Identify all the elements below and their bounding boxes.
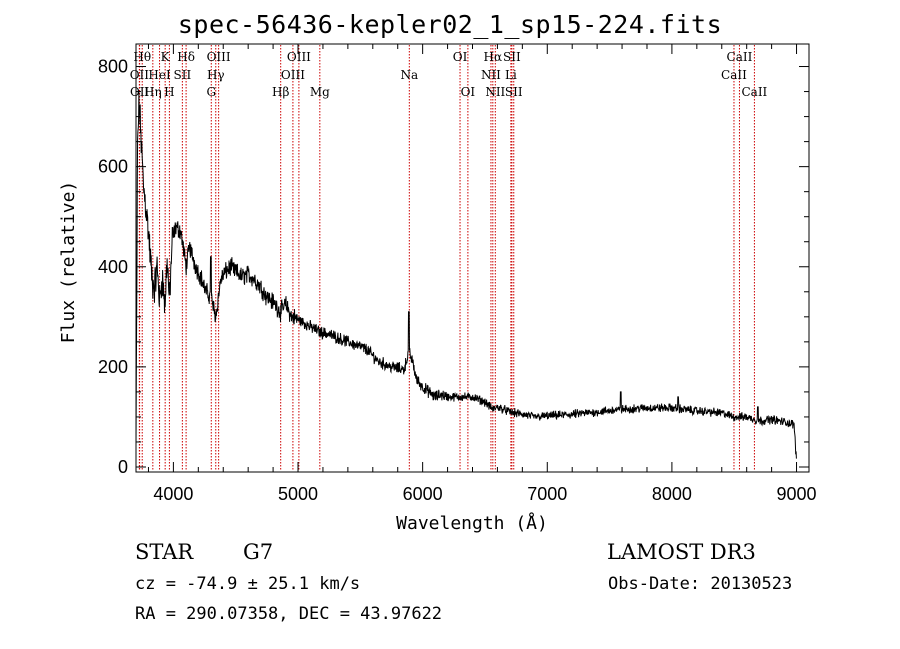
spectral-line-label: CaII: [727, 50, 753, 64]
spectral-line-label: CaII: [721, 68, 747, 82]
x-tick-label: 9000: [777, 484, 817, 504]
y-axis-label: Flux (relative): [58, 181, 79, 344]
spectral-line-label: OII: [130, 68, 150, 82]
spectral-line-label: Li: [505, 68, 517, 82]
spectral-line-label: Hγ: [207, 68, 225, 82]
spectral-line-label: Hη: [144, 85, 162, 99]
spectral-line-label: SII: [505, 85, 523, 99]
x-tick-label: 6000: [403, 484, 443, 504]
spectral-line-label: NII: [481, 68, 501, 82]
spectral-line-label: SII: [174, 68, 192, 82]
coordinates: RA = 290.07358, DEC = 43.97622: [135, 604, 443, 624]
spectral-line-label: OI: [461, 85, 476, 99]
y-tick-label: 800: [98, 57, 128, 77]
x-axis-label: Wavelength (Å): [396, 512, 548, 534]
y-tick-label: 600: [98, 157, 128, 177]
spectral-line-label: OIII: [281, 68, 305, 82]
observation-date: Obs-Date: 20130523: [608, 574, 793, 594]
spectral-line-label: OIII: [287, 50, 311, 64]
spectral-line-label: NII: [485, 85, 505, 99]
spectral-line-markers: [138, 45, 755, 471]
spectral-line-label: H: [164, 85, 174, 99]
spectral-line-label: Hθ: [133, 50, 151, 64]
plot-frame: [135, 43, 810, 473]
survey-name: LAMOST DR3: [607, 540, 756, 564]
spectral-line-label: OI: [453, 50, 468, 64]
x-axis-ticks: 4000 5000 6000 7000 8000 9000: [147, 44, 817, 504]
x-tick-label: 4000: [153, 484, 193, 504]
y-tick-label: 200: [98, 357, 128, 377]
spectral-line-label: OIII: [207, 50, 231, 64]
x-tick-label: 5000: [278, 484, 318, 504]
object-class: STAR: [135, 540, 194, 564]
spectral-line-label: Na: [400, 68, 418, 82]
spectral-line-label: Hβ: [272, 85, 289, 99]
spectral-line-label: SII: [503, 50, 521, 64]
spectral-line-label: Hδ: [177, 50, 195, 64]
x-tick-label: 7000: [527, 484, 567, 504]
spectral-line-label: Hα: [484, 50, 503, 64]
x-tick-label: 8000: [652, 484, 692, 504]
spectral-line-label: Mg: [310, 85, 330, 99]
redshift-info: cz = -74.9 ± 25.1 km/s: [135, 574, 361, 594]
y-tick-label: 0: [118, 457, 128, 477]
spectral-line-label: K: [161, 50, 171, 64]
object-subclass: G7: [243, 540, 274, 564]
chart-title: spec-56436-kepler02_1_sp15-224.fits: [177, 10, 723, 39]
spectral-line-label: G: [206, 85, 216, 99]
spectral-line-label: HeI: [148, 68, 171, 82]
y-tick-label: 400: [98, 257, 128, 277]
y-axis-ticks: 0 200 400 600 800: [98, 57, 809, 477]
spectrum-line: [135, 91, 797, 459]
spectral-line-label: CaII: [741, 85, 767, 99]
